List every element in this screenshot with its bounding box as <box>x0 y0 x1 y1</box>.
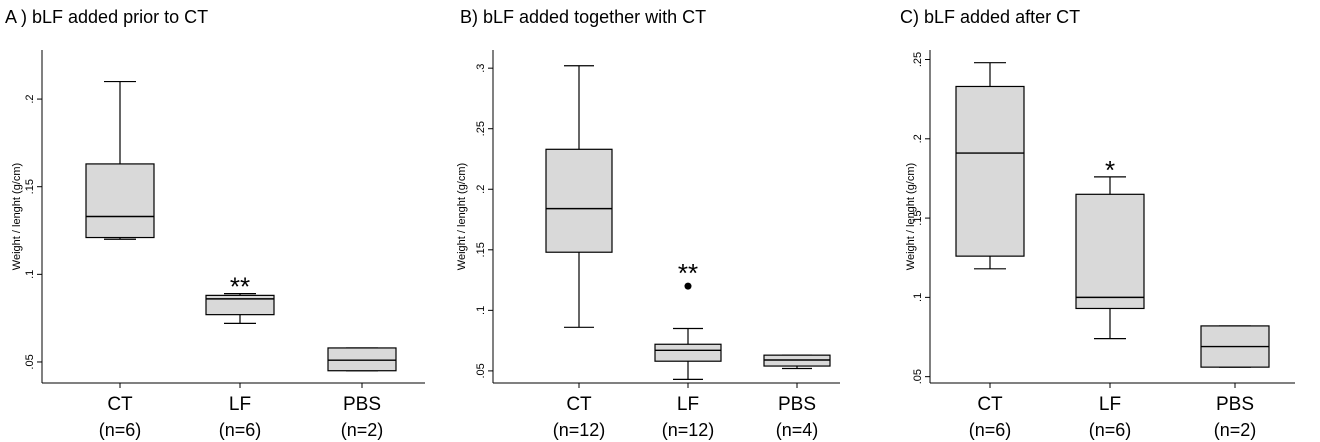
y-axis-label: Weight / lenght (g/cm) <box>905 163 917 270</box>
y-tick-label: .15 <box>475 242 487 257</box>
y-tick-label: .15 <box>912 210 924 225</box>
x-tick-label: CT <box>566 394 592 415</box>
interquartile-box <box>85 163 155 239</box>
x-tick-label: LF <box>229 394 251 415</box>
y-axis-label: Weight / lenght (g/cm) <box>456 163 468 270</box>
chart-panel-3: C) bLF added after CT Weight / lenght (g/… <box>900 7 1295 440</box>
y-tick-label: .1 <box>475 306 487 315</box>
y-tick-label: .1 <box>24 270 36 279</box>
box-pbs <box>327 347 397 372</box>
sample-size-label: (n=4) <box>776 420 819 440</box>
y-tick-label: .05 <box>475 363 487 378</box>
panel-title: A ) bLF added prior to CT <box>5 7 208 27</box>
y-tick-label: .2 <box>912 134 924 143</box>
sample-size-label: (n=2) <box>1214 420 1257 440</box>
sample-size-label: (n=12) <box>553 420 606 440</box>
y-tick-label: .1 <box>912 293 924 302</box>
sample-size-label: (n=6) <box>219 420 262 440</box>
interquartile-box <box>1075 193 1145 310</box>
y-tick-label: .05 <box>24 354 36 369</box>
x-tick-label: LF <box>677 394 699 415</box>
box-lf: ** <box>205 272 275 325</box>
box-ct <box>85 80 155 240</box>
y-tick-label: .2 <box>475 185 487 194</box>
y-tick-label: .3 <box>475 64 487 73</box>
sample-size-label: (n=2) <box>341 420 384 440</box>
outlier-point <box>684 282 692 290</box>
interquartile-box <box>545 148 613 253</box>
interquartile-box <box>205 294 275 316</box>
y-tick-label: .2 <box>24 94 36 103</box>
chart-panel-2: B) bLF added together with CT Weight / le… <box>456 7 840 440</box>
significance-marker: ** <box>230 272 250 302</box>
x-tick-label: LF <box>1099 394 1121 415</box>
box-lf: ** <box>654 258 722 380</box>
box-ct <box>545 65 613 328</box>
sample-size-label: (n=6) <box>99 420 142 440</box>
chart-panel-1: A ) bLF added prior to CT Weight / lenght… <box>5 7 425 440</box>
box-ct <box>955 62 1025 270</box>
y-tick-label: .15 <box>24 179 36 194</box>
significance-marker: ** <box>678 258 698 288</box>
box-pbs <box>763 354 831 370</box>
significance-marker: * <box>1105 155 1115 185</box>
box-lf: * <box>1075 155 1145 340</box>
x-tick-label: PBS <box>778 394 816 415</box>
y-tick-label: .25 <box>475 121 487 136</box>
interquartile-box <box>654 343 722 362</box>
sample-size-label: (n=12) <box>662 420 715 440</box>
x-tick-label: PBS <box>343 394 381 415</box>
interquartile-box <box>955 85 1025 257</box>
panel-title: C) bLF added after CT <box>900 7 1080 27</box>
box-pbs <box>1200 325 1270 368</box>
y-tick-label: .05 <box>912 369 924 384</box>
interquartile-box <box>327 347 397 372</box>
panel-title: B) bLF added together with CT <box>460 7 706 27</box>
x-tick-label: PBS <box>1216 394 1254 415</box>
sample-size-label: (n=6) <box>1089 420 1132 440</box>
x-tick-label: CT <box>107 394 133 415</box>
sample-size-label: (n=6) <box>969 420 1012 440</box>
x-tick-label: CT <box>977 394 1003 415</box>
y-tick-label: .25 <box>912 52 924 67</box>
y-axis-label: Weight / lenght (g/cm) <box>11 163 23 270</box>
